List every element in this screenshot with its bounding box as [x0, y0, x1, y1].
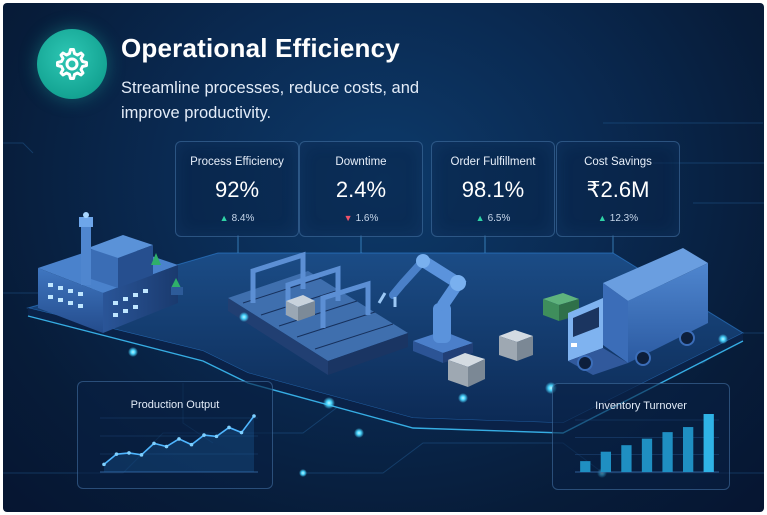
page-title: Operational Efficiency: [121, 33, 400, 63]
panel-title: Inventory Turnover: [595, 400, 687, 412]
production-output-panel: Production Output: [77, 381, 273, 489]
gear-icon: [56, 48, 88, 80]
infographic-canvas: Operational Efficiency Streamline proces…: [3, 3, 764, 512]
bar: [600, 451, 611, 472]
data-point: [239, 430, 244, 435]
robot-arm: [377, 254, 473, 363]
kpi-delta-value: 6.5%: [487, 213, 511, 224]
kpi-delta: ▲ 12.3%: [557, 213, 679, 224]
kpi-value: 98.1%: [461, 177, 525, 202]
bar: [703, 414, 714, 472]
inventory-turnover-panel: Inventory Turnover: [552, 383, 730, 490]
kpi-label: Order Fulfillment: [450, 156, 536, 168]
arrow-down-icon: ▼: [343, 213, 353, 223]
kpi-card-process-efficiency: Process Efficiency 92% ▲ 8.4%: [175, 141, 299, 237]
bar: [580, 461, 591, 472]
kpi-label: Process Efficiency: [190, 156, 284, 168]
data-point: [139, 453, 144, 457]
kpi-delta-value: 8.4%: [231, 213, 255, 224]
kpi-card-cost-savings: Cost Savings ₹2.6M ▲ 12.3%: [556, 141, 680, 237]
kpi-value: 2.4%: [335, 177, 387, 202]
bar: [662, 432, 673, 472]
kpi-card-order-fulfillment: Order Fulfillment 98.1% ▲ 6.5%: [431, 141, 555, 237]
inventory-turnover-chart: [575, 414, 719, 473]
data-point: [227, 425, 231, 430]
kpi-value: 92%: [214, 177, 260, 202]
data-point: [152, 441, 156, 446]
bar: [621, 445, 632, 472]
data-point: [164, 444, 169, 449]
data-point: [252, 414, 256, 418]
data-point: [177, 437, 181, 441]
arrow-up-icon: ▲: [597, 213, 607, 223]
data-point: [202, 433, 206, 437]
kpi-delta: ▼ 1.6%: [300, 213, 422, 224]
kpi-label: Downtime: [335, 156, 387, 168]
bar: [641, 438, 653, 472]
kpi-delta: ▲ 8.4%: [176, 213, 298, 224]
production-output-chart: [100, 414, 258, 473]
arrow-up-icon: ▲: [475, 213, 485, 223]
series-area: [104, 416, 254, 472]
kpi-delta-value: 12.3%: [609, 213, 639, 224]
panel-title: Production Output: [130, 399, 220, 411]
bar: [683, 427, 694, 472]
data-point: [189, 442, 194, 447]
data-point: [102, 462, 106, 467]
kpi-card-downtime: Downtime 2.4% ▼ 1.6%: [299, 141, 423, 237]
delivery-truck: [568, 248, 708, 375]
conveyor-belt: [228, 251, 408, 375]
kpi-delta-value: 1.6%: [355, 213, 379, 224]
gear-badge: [37, 29, 107, 99]
data-point: [127, 451, 131, 455]
factory-illustration: [3, 122, 764, 478]
data-point: [114, 452, 119, 456]
arrow-up-icon: ▲: [219, 213, 229, 223]
kpi-label: Cost Savings: [584, 156, 652, 168]
kpi-delta: ▲ 6.5%: [432, 213, 554, 224]
factory-building: [38, 212, 183, 333]
kpi-value: ₹2.6M: [586, 177, 650, 202]
data-point: [214, 434, 219, 439]
page-subtitle: Streamline processes, reduce costs, and …: [121, 79, 420, 122]
